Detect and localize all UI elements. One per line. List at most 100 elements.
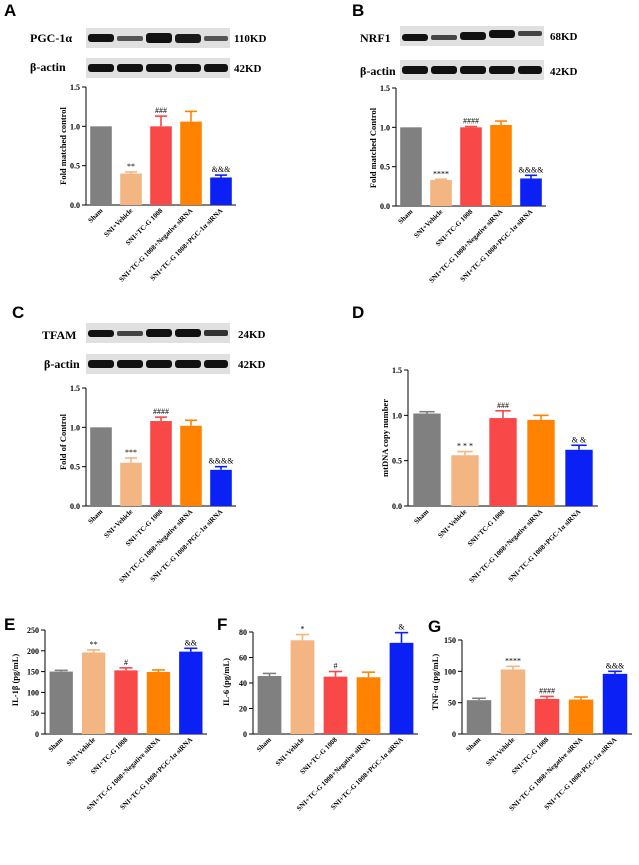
y-tick-label: 100 xyxy=(444,667,456,676)
y-tick-label: 0 xyxy=(243,730,247,739)
blot-band xyxy=(460,66,486,74)
x-category-label: Sham xyxy=(87,207,105,225)
y-tick-label: 1.5 xyxy=(70,83,80,92)
blot-band xyxy=(204,330,228,336)
bar-chart-a: 0.00.51.01.5Sham**SNI+Vehicle###SNI+TC-G… xyxy=(70,83,236,284)
panel-c: C TFAM 24KD β-actin 42KD Fold of Control… xyxy=(12,303,266,585)
panel-a: A PGC-1α 110KD β-actin 42KD Fold matched… xyxy=(4,1,266,284)
x-category-label: SNI+TC-G 1008+Negative siRNA xyxy=(508,736,585,813)
bar xyxy=(180,425,202,506)
bar xyxy=(49,671,73,734)
significance-label: && xyxy=(185,638,198,647)
y-tick-label: 20 xyxy=(239,705,247,714)
blot-size-target: 68KD xyxy=(550,31,578,43)
x-category-label: SNI+Vehicle xyxy=(436,508,468,540)
y-tick-label: 0 xyxy=(35,730,39,739)
x-category-label: SNI+TC-G 1008+PGC-1α siRNA xyxy=(119,736,195,812)
blot-label-actin: β-actin xyxy=(44,357,80,371)
y-axis-label: IL-1β (pg/mL) xyxy=(10,654,20,707)
blot-label-target: TFAM xyxy=(42,328,76,342)
panel-letter: F xyxy=(217,615,227,634)
y-axis-label: Fold matched control xyxy=(58,106,68,184)
blot-band xyxy=(117,64,143,72)
y-tick-label: 1.5 xyxy=(392,366,402,375)
bar xyxy=(150,421,172,506)
bar xyxy=(565,449,593,506)
y-axis-label: Fold matched Control xyxy=(368,107,378,188)
bar xyxy=(356,677,381,734)
y-tick-label: 50 xyxy=(448,699,456,708)
blot-label-target: NRF1 xyxy=(360,31,391,45)
y-tick-label: 0.0 xyxy=(70,502,80,511)
y-axis-label: mtDNA copy number xyxy=(380,399,390,477)
blot-label-actin: β-actin xyxy=(30,60,66,74)
x-category-label: SNI+Vehicle xyxy=(274,736,306,768)
bar xyxy=(323,676,348,734)
panel-letter: E xyxy=(4,615,15,634)
significance-label: # xyxy=(334,662,338,671)
x-category-label: Sham xyxy=(87,508,105,526)
bar xyxy=(430,180,452,206)
bar-chart-c: 0.00.51.01.5Sham***SNI+Vehicle####SNI+TC… xyxy=(70,384,236,585)
bar xyxy=(90,427,112,506)
y-axis-label: TNF-α (pg/mL) xyxy=(430,654,440,711)
bar xyxy=(210,177,232,205)
bar xyxy=(180,121,202,205)
significance-label: &&& xyxy=(212,165,231,174)
blot-band xyxy=(175,34,201,43)
y-tick-label: 60 xyxy=(239,654,247,663)
blot-band xyxy=(402,66,428,74)
significance-label: **** xyxy=(433,169,449,178)
y-axis-label: IL-6 (pg/mL) xyxy=(221,658,231,706)
significance-label: &&&& xyxy=(209,457,235,466)
x-category-label: Sham xyxy=(465,736,483,754)
x-category-label: SNI+TC-G 1008+Negative siRNA xyxy=(468,508,545,585)
y-tick-label: 0.5 xyxy=(70,463,80,472)
blot-band xyxy=(88,360,114,368)
blot-band xyxy=(117,36,143,41)
y-axis-label: Fold of Control xyxy=(58,413,68,470)
bar xyxy=(114,670,138,734)
bar xyxy=(389,642,414,734)
bar xyxy=(210,469,232,506)
significance-label: * xyxy=(301,625,305,634)
significance-label: #### xyxy=(153,407,169,416)
bar xyxy=(466,700,492,734)
y-tick-label: 0.0 xyxy=(70,201,80,210)
significance-label: * * * xyxy=(457,442,473,451)
blot-band xyxy=(146,64,172,72)
bar-chart-g: 0 50 100 150 Sham **** SNI+Vehicle #### SNI+TC-G… xyxy=(444,636,632,813)
bar-chart-e: 0 50 100 150 200 250 Sham ** SNI+Vehicle # SNI+TC-… xyxy=(27,626,207,813)
blot-label-actin: β-actin xyxy=(360,64,396,78)
y-tick-label: 40 xyxy=(239,679,247,688)
bar xyxy=(120,462,142,506)
blot-band xyxy=(146,33,172,43)
x-category-label: SNI+Vehicle xyxy=(102,508,134,540)
significance-label: & xyxy=(398,623,405,632)
blot-band xyxy=(117,360,143,368)
y-tick-label: 0 xyxy=(452,730,456,739)
blot-band xyxy=(460,32,486,40)
y-tick-label: 150 xyxy=(27,668,39,677)
bar xyxy=(257,675,282,734)
y-tick-label: 80 xyxy=(239,628,247,637)
blot-band xyxy=(175,360,201,368)
bar xyxy=(413,413,441,506)
x-category-label: SNI+TC-G 1008 xyxy=(466,507,507,548)
x-category-label: Sham xyxy=(397,208,415,226)
y-tick-label: 1.0 xyxy=(70,423,80,432)
x-category-label: Sham xyxy=(413,508,431,526)
bar xyxy=(90,126,112,205)
bar xyxy=(602,673,628,734)
bar xyxy=(120,173,142,205)
panel-f: F IL-6 (pg/mL) 0 20 40 60 80 Sham * SNI+Vehicle… xyxy=(217,615,418,813)
bar xyxy=(568,699,594,734)
y-tick-label: 0.0 xyxy=(380,202,390,211)
significance-label: ### xyxy=(497,401,509,410)
significance-label: #### xyxy=(539,686,555,695)
blot-band xyxy=(431,66,457,74)
bar-chart-b: 0.00.51.01.5Sham****SNI+Vehicle####SNI+T… xyxy=(380,84,546,285)
y-tick-label: 0.5 xyxy=(70,162,80,171)
panel-g: G TNF-α (pg/mL) 0 50 100 150 Sham **** SNI+Veh… xyxy=(428,617,632,813)
y-tick-label: 1.5 xyxy=(380,84,390,93)
